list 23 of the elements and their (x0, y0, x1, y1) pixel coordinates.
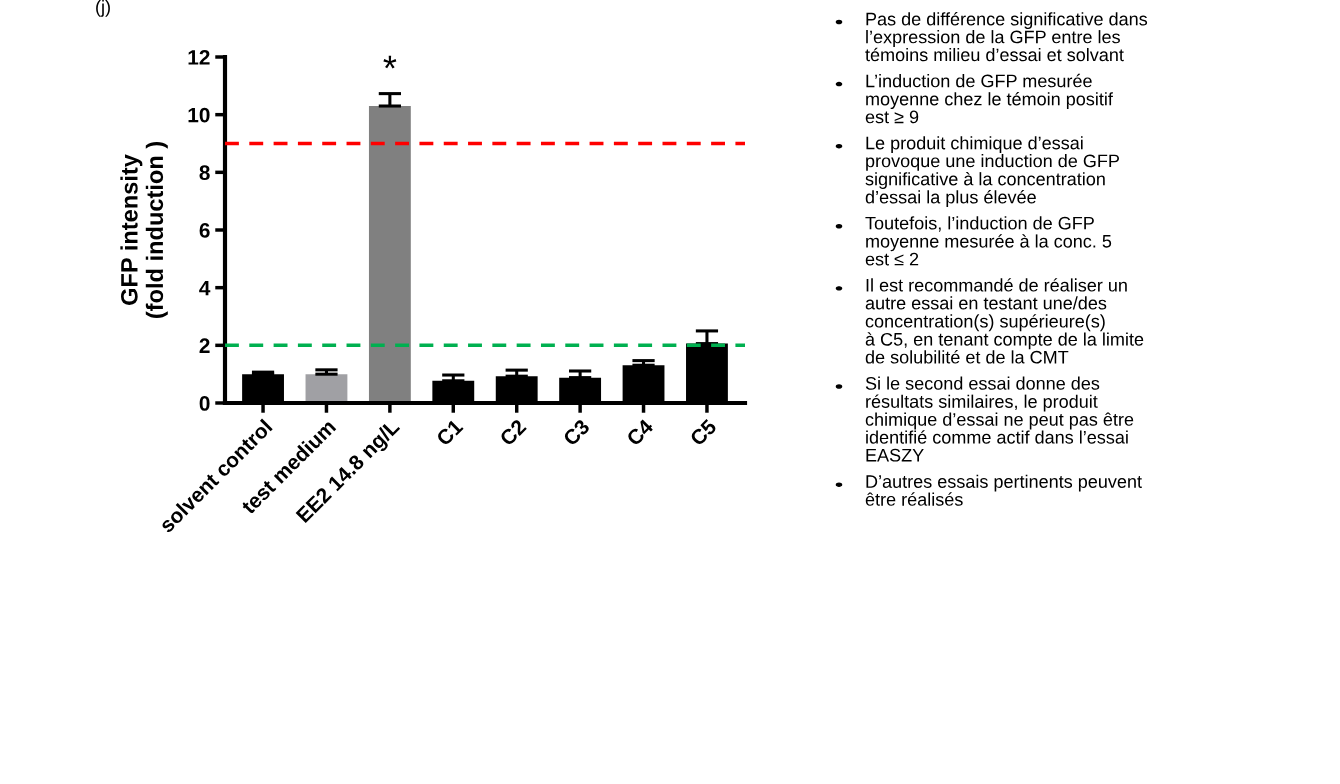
y-tick-label: 10 (188, 107, 210, 123)
annotation: * (383, 55, 397, 69)
x-tick-label: C2 (498, 418, 527, 447)
text: D’autres essais pertinents peuvent être réalisés (865, 474, 1142, 506)
x-tick-label: C1 (435, 418, 464, 447)
x-tick-label: C5 (689, 418, 718, 447)
y-tick-label: 6 (199, 223, 210, 238)
x-tick-label: C4 (625, 418, 655, 447)
y-axis-title: GFP intensity (fold induction ) (120, 142, 168, 318)
text: Si le second essai donne des résultats similaires, le produit chimique d’essai ne peut pas être identifié comme actif dans l’essai EASZY (865, 376, 1134, 462)
y-tick-label: 8 (199, 165, 210, 181)
y-tick-label: 2 (199, 338, 210, 353)
text: Le produit chimique d’essai provoque une induction de GFP significative à la concentration d’essai la plus élevée (865, 136, 1119, 208)
text: L’induction de GFP mesurée moyenne chez le témoin positif est ≥ 9 (865, 73, 1113, 124)
text: (j) (96, 0, 110, 17)
text: Pas de différence significative dans l’expression de la GFP entre les témoins milieu d’essai et solvant (865, 12, 1148, 62)
text: Il est recommandé de réaliser un autre essai en testant une/des concentration(s) supérieure(s) à C5, en tenant compte de la limite de solubilité et de la CMT (865, 278, 1144, 364)
bar (368, 106, 411, 403)
x-tick-label: C3 (562, 418, 591, 447)
y-tick-label: 12 (188, 50, 210, 65)
y-tick-label: 0 (199, 396, 210, 411)
text: Toutefois, l’induction de GFP moyenne mesurée à la conc. 5 est ≤ 2 (865, 216, 1112, 266)
y-tick-label: 4 (199, 280, 211, 296)
